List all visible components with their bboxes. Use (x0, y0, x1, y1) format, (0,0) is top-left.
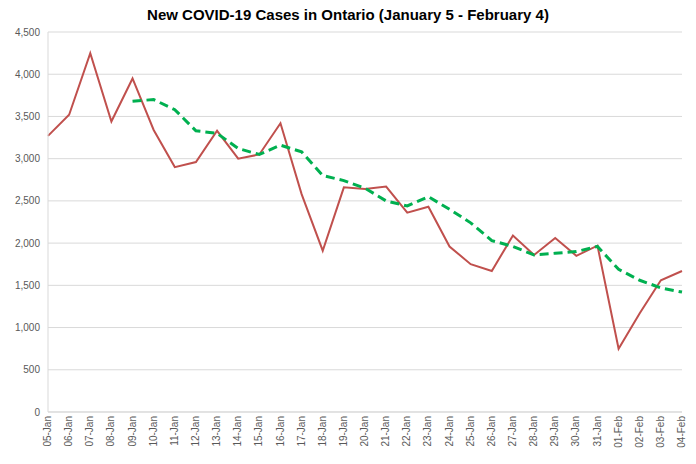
svg-text:3,500: 3,500 (15, 111, 40, 122)
svg-text:17-Jan: 17-Jan (296, 416, 307, 447)
svg-text:06-Jan: 06-Jan (63, 416, 74, 447)
svg-text:02-Feb: 02-Feb (634, 416, 645, 448)
svg-text:25-Jan: 25-Jan (465, 416, 476, 447)
svg-text:30-Jan: 30-Jan (570, 416, 581, 447)
svg-text:16-Jan: 16-Jan (275, 416, 286, 447)
svg-text:14-Jan: 14-Jan (232, 416, 243, 447)
svg-text:500: 500 (23, 364, 40, 375)
svg-text:28-Jan: 28-Jan (528, 416, 539, 447)
svg-text:07-Jan: 07-Jan (84, 416, 95, 447)
svg-text:4,500: 4,500 (15, 27, 40, 38)
svg-text:3,000: 3,000 (15, 153, 40, 164)
svg-text:08-Jan: 08-Jan (106, 416, 117, 447)
svg-text:13-Jan: 13-Jan (211, 416, 222, 447)
svg-text:1,000: 1,000 (15, 322, 40, 333)
svg-text:09-Jan: 09-Jan (127, 416, 138, 447)
svg-text:26-Jan: 26-Jan (486, 416, 497, 447)
html-text:New COVID-19 Cases in Ontario: New COVID-19 Cases in Ontario (January 5… (147, 6, 549, 23)
svg-text:04-Feb: 04-Feb (676, 416, 687, 448)
svg-text:4,000: 4,000 (15, 69, 40, 80)
svg-text:11-Jan: 11-Jan (169, 416, 180, 446)
svg-text:22-Jan: 22-Jan (401, 416, 412, 447)
svg-text:29-Jan: 29-Jan (549, 416, 560, 447)
svg-text:12-Jan: 12-Jan (190, 416, 201, 447)
svg-text:0: 0 (34, 407, 40, 418)
svg-text:15-Jan: 15-Jan (253, 416, 264, 447)
svg-text:05-Jan: 05-Jan (42, 416, 53, 447)
svg-text:31-Jan: 31-Jan (592, 416, 603, 447)
svg-text:10-Jan: 10-Jan (148, 416, 159, 447)
svg-text:24-Jan: 24-Jan (444, 416, 455, 447)
svg-text:2,500: 2,500 (15, 195, 40, 206)
svg-text:03-Feb: 03-Feb (655, 416, 666, 448)
svg-text:1,500: 1,500 (15, 280, 40, 291)
svg-text:18-Jan: 18-Jan (317, 416, 328, 447)
svg-text:21-Jan: 21-Jan (380, 416, 391, 447)
svg-text:01-Feb: 01-Feb (613, 416, 624, 448)
svg-text:19-Jan: 19-Jan (338, 416, 349, 447)
svg-text:23-Jan: 23-Jan (423, 416, 434, 447)
svg-text:2,000: 2,000 (15, 238, 40, 249)
svg-text:20-Jan: 20-Jan (359, 416, 370, 447)
svg-text:27-Jan: 27-Jan (507, 416, 518, 447)
